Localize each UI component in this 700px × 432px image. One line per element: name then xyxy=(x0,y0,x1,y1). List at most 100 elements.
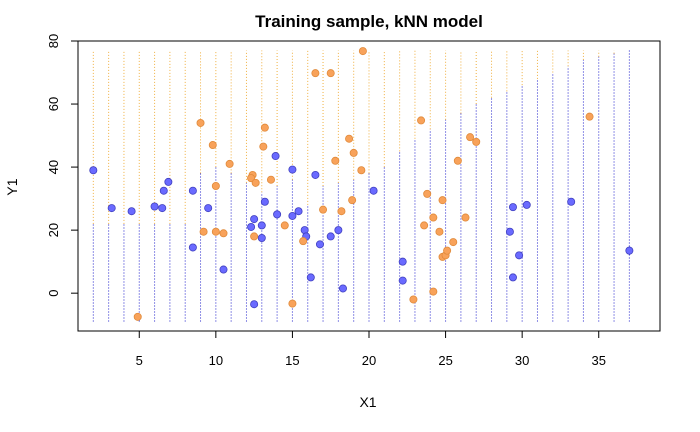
data-point-orange xyxy=(585,112,594,121)
data-point-orange xyxy=(348,196,357,205)
data-point-blue xyxy=(219,265,228,274)
chart-title: Training sample, kNN model xyxy=(255,12,483,31)
data-point-blue xyxy=(250,300,259,309)
data-point-orange xyxy=(211,227,220,236)
data-point-blue xyxy=(127,207,136,216)
data-point-blue xyxy=(369,186,378,195)
data-point-blue xyxy=(294,207,303,216)
data-point-orange xyxy=(319,205,328,214)
data-point-blue xyxy=(188,186,197,195)
data-point-orange xyxy=(417,116,426,125)
y-tick-label: 20 xyxy=(46,223,61,237)
x-axis: 5 10 15 20 25 30 35 xyxy=(136,330,606,368)
data-point-orange xyxy=(247,174,256,183)
data-point-orange xyxy=(211,181,220,190)
data-point-orange xyxy=(266,175,275,184)
x-tick-label: 35 xyxy=(592,353,606,368)
data-point-orange xyxy=(260,123,269,132)
x-axis-label: X1 xyxy=(359,394,376,410)
data-point-blue xyxy=(522,200,531,209)
data-point-orange xyxy=(251,178,260,187)
data-point-blue xyxy=(107,204,116,213)
data-point-orange xyxy=(461,213,470,222)
data-point-blue xyxy=(89,166,98,175)
data-point-blue xyxy=(398,257,407,266)
data-point-orange xyxy=(225,159,234,168)
data-point-orange xyxy=(280,221,289,230)
x-tick-label: 10 xyxy=(209,353,223,368)
data-point-orange xyxy=(357,166,366,175)
data-point-orange xyxy=(345,134,354,143)
data-point-orange xyxy=(208,141,217,150)
data-point-orange xyxy=(435,227,444,236)
data-point-blue xyxy=(625,246,634,255)
data-points xyxy=(89,47,634,321)
data-point-orange xyxy=(311,69,320,78)
data-point-blue xyxy=(515,251,524,260)
data-point-orange xyxy=(196,118,205,127)
x-tick-label: 20 xyxy=(362,353,376,368)
data-point-blue xyxy=(398,276,407,285)
data-point-orange xyxy=(472,137,481,146)
data-point-orange xyxy=(453,156,462,165)
y-tick-label: 60 xyxy=(46,97,61,111)
data-point-orange xyxy=(449,238,458,247)
data-point-orange xyxy=(219,229,228,238)
data-point-blue xyxy=(311,170,320,179)
y-axis-label: Y1 xyxy=(4,178,20,195)
data-point-blue xyxy=(306,273,315,282)
x-tick-label: 30 xyxy=(515,353,529,368)
x-tick-label: 25 xyxy=(438,353,452,368)
data-point-blue xyxy=(508,203,517,212)
data-point-orange xyxy=(349,148,358,157)
data-point-orange xyxy=(358,47,367,56)
data-point-blue xyxy=(260,197,269,206)
data-point-blue xyxy=(315,240,324,249)
decision-region xyxy=(92,50,630,322)
data-point-orange xyxy=(409,295,418,304)
y-tick-label: 40 xyxy=(46,160,61,174)
data-point-blue xyxy=(505,227,514,236)
data-point-blue xyxy=(204,204,213,213)
data-point-blue xyxy=(326,232,335,241)
data-point-blue xyxy=(271,152,280,161)
data-point-blue xyxy=(164,177,173,186)
data-point-blue xyxy=(334,226,343,235)
data-point-blue xyxy=(288,165,297,174)
data-point-blue xyxy=(508,273,517,282)
data-point-orange xyxy=(259,142,268,151)
data-point-orange xyxy=(429,287,438,296)
data-point-orange xyxy=(429,213,438,222)
data-point-orange xyxy=(288,299,297,308)
data-point-blue xyxy=(247,222,256,231)
data-point-blue xyxy=(257,234,266,243)
data-point-orange xyxy=(438,196,447,205)
x-tick-label: 15 xyxy=(285,353,299,368)
data-point-orange xyxy=(420,221,429,230)
x-tick-label: 5 xyxy=(136,353,143,368)
data-point-blue xyxy=(159,186,168,195)
data-point-blue xyxy=(150,202,159,211)
data-point-orange xyxy=(250,232,259,241)
data-point-blue xyxy=(338,284,347,293)
data-point-blue xyxy=(158,204,167,213)
data-point-orange xyxy=(337,207,346,216)
data-point-blue xyxy=(288,211,297,220)
data-point-orange xyxy=(423,189,432,198)
y-tick-label: 80 xyxy=(46,34,61,48)
data-point-blue xyxy=(188,243,197,252)
data-point-blue xyxy=(257,221,266,230)
data-point-blue xyxy=(273,210,282,219)
data-point-orange xyxy=(326,69,335,78)
data-point-orange xyxy=(199,227,208,236)
data-point-blue xyxy=(567,197,576,206)
data-point-orange xyxy=(443,246,452,255)
data-point-orange xyxy=(133,312,142,321)
y-axis: 0 20 40 60 80 xyxy=(46,34,79,297)
data-point-orange xyxy=(299,237,308,246)
data-point-orange xyxy=(466,133,475,142)
y-tick-label: 0 xyxy=(46,290,61,297)
data-point-blue xyxy=(250,215,259,224)
